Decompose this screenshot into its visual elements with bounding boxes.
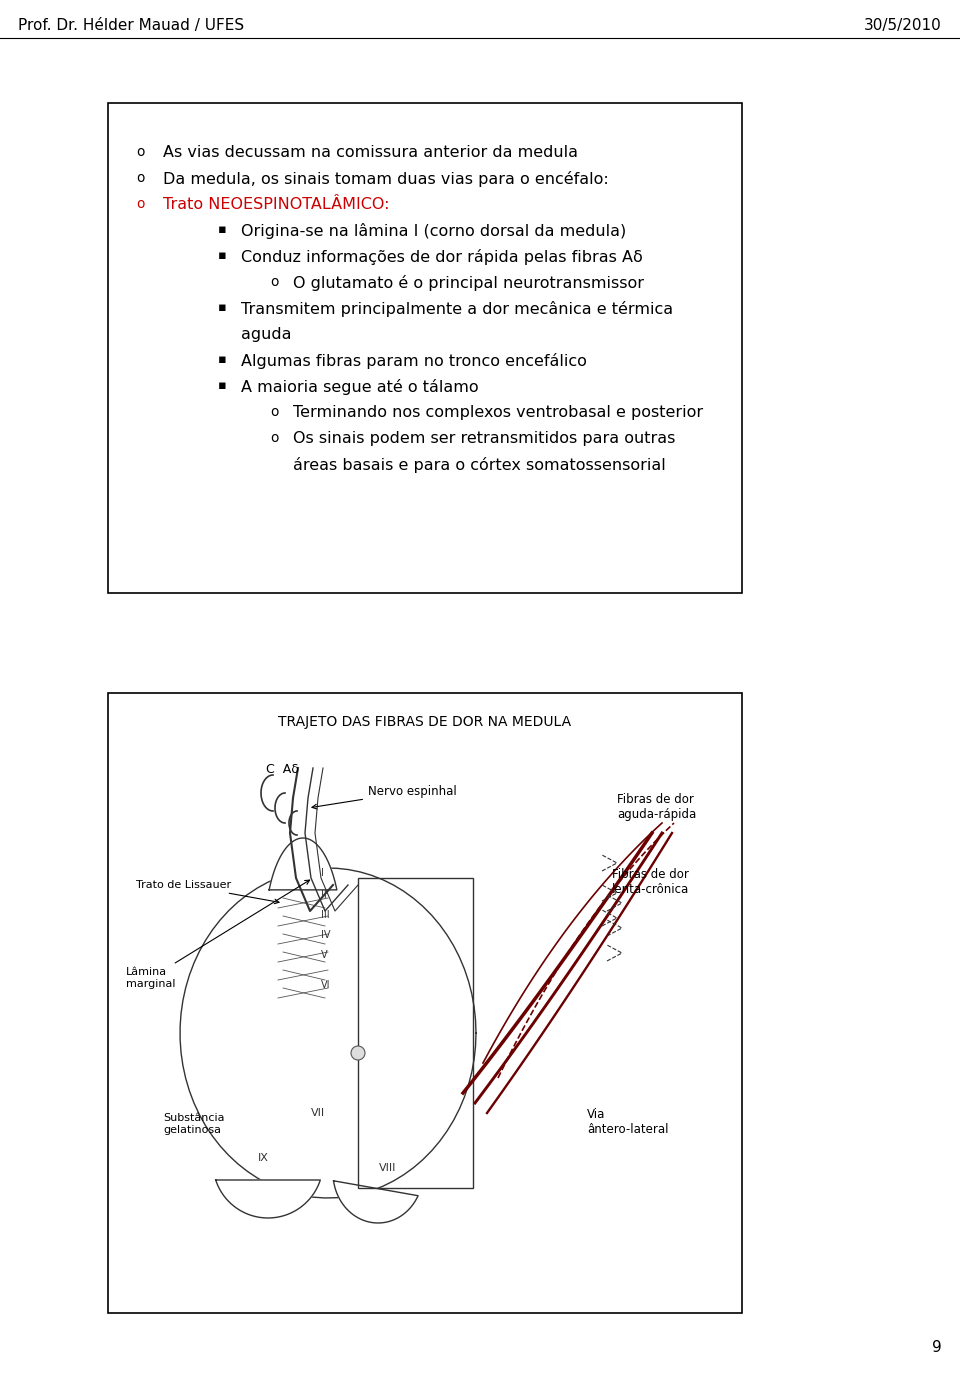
Polygon shape — [180, 868, 476, 1199]
Polygon shape — [333, 1181, 419, 1223]
Text: Terminando nos complexos ventrobasal e posterior: Terminando nos complexos ventrobasal e p… — [293, 405, 703, 420]
Text: Lâmina
marginal: Lâmina marginal — [126, 880, 309, 989]
Text: VII: VII — [311, 1108, 325, 1118]
Text: ▪: ▪ — [218, 353, 227, 367]
Bar — [358, 877, 473, 1188]
Text: IX: IX — [257, 1153, 269, 1163]
Text: V: V — [321, 950, 327, 960]
Text: A maioria segue até o tálamo: A maioria segue até o tálamo — [241, 379, 479, 395]
Text: ▪: ▪ — [218, 379, 227, 393]
Text: Conduz informações de dor rápida pelas fibras Aδ: Conduz informações de dor rápida pelas f… — [241, 249, 643, 265]
Text: Origina-se na lâmina I (corno dorsal da medula): Origina-se na lâmina I (corno dorsal da … — [241, 222, 626, 239]
Text: o: o — [136, 196, 144, 211]
Text: O glutamato é o principal neurotransmissor: O glutamato é o principal neurotransmiss… — [293, 275, 644, 291]
Text: TRAJETO DAS FIBRAS DE DOR NA MEDULA: TRAJETO DAS FIBRAS DE DOR NA MEDULA — [278, 715, 571, 729]
Text: As vias decussam na comissura anterior da medula: As vias decussam na comissura anterior d… — [163, 146, 578, 161]
Text: Prof. Dr. Hélder Mauad / UFES: Prof. Dr. Hélder Mauad / UFES — [18, 18, 244, 33]
Text: ▪: ▪ — [218, 249, 227, 262]
Text: Os sinais podem ser retransmitidos para outras: Os sinais podem ser retransmitidos para … — [293, 431, 676, 446]
Text: ▪: ▪ — [218, 222, 227, 236]
Text: o: o — [136, 172, 144, 185]
Text: o: o — [270, 275, 278, 288]
Text: Fibras de dor
lenta-crônica: Fibras de dor lenta-crônica — [612, 868, 689, 897]
Circle shape — [351, 1046, 365, 1060]
Text: Trato de Lissauer: Trato de Lissauer — [136, 880, 279, 903]
Text: C  Aδ: C Aδ — [266, 763, 299, 776]
Text: o: o — [136, 146, 144, 159]
Text: VIII: VIII — [379, 1163, 396, 1173]
Bar — [108, 693, 742, 1313]
Text: Da medula, os sinais tomam duas vias para o encéfalo:: Da medula, os sinais tomam duas vias par… — [163, 172, 609, 187]
Text: Nervo espinhal: Nervo espinhal — [312, 785, 457, 809]
Text: Via
ântero-lateral: Via ântero-lateral — [587, 1108, 668, 1135]
Text: 30/5/2010: 30/5/2010 — [864, 18, 942, 33]
Text: ▪: ▪ — [218, 301, 227, 314]
Text: Trato NEOESPINOTALÂMICO:: Trato NEOESPINOTALÂMICO: — [163, 196, 390, 211]
Text: áreas basais e para o córtex somatossensorial: áreas basais e para o córtex somatossens… — [293, 457, 665, 474]
Text: 9: 9 — [932, 1340, 942, 1355]
Polygon shape — [269, 838, 337, 890]
Text: VI: VI — [321, 980, 330, 990]
Text: aguda: aguda — [241, 327, 292, 342]
Text: I: I — [321, 868, 324, 877]
Text: III: III — [321, 910, 329, 920]
Text: o: o — [270, 431, 278, 445]
Text: Algumas fibras param no tronco encefálico: Algumas fibras param no tronco encefálic… — [241, 353, 587, 369]
Text: o: o — [270, 405, 278, 419]
Text: IV: IV — [321, 930, 330, 941]
Text: Fibras de dor
aguda-rápida: Fibras de dor aguda-rápida — [617, 794, 696, 821]
Text: Substância
gelatinosa: Substância gelatinosa — [163, 1114, 225, 1134]
Bar — [108, 103, 742, 593]
Text: II: II — [321, 890, 326, 899]
Text: Transmitem principalmente a dor mecânica e térmica: Transmitem principalmente a dor mecânica… — [241, 301, 673, 317]
Polygon shape — [216, 1179, 321, 1218]
